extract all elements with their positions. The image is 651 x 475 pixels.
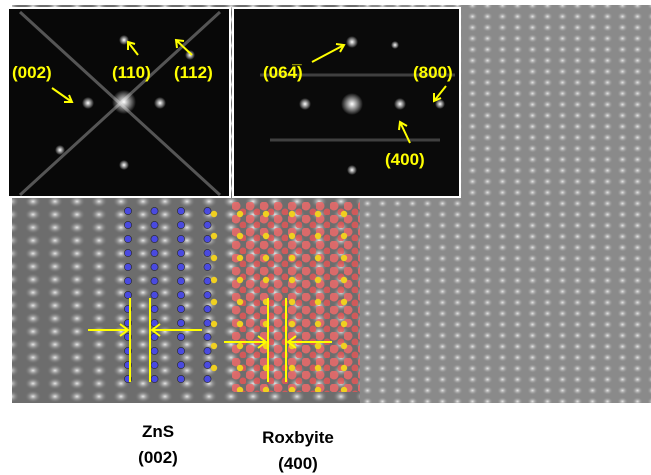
fft-label: (800) (413, 63, 453, 82)
caption: ZnS (142, 422, 174, 441)
fft-label: (112) (174, 63, 213, 82)
caption: Roxbyite (262, 428, 334, 447)
fft-label: (400) (385, 150, 425, 169)
caption: (002) (138, 448, 178, 467)
caption: (400) (278, 454, 318, 473)
fft-inset-right: (064̅) (800) (400) (233, 8, 460, 197)
fft-label: (064̅) (263, 63, 303, 82)
fft-inset-left: (002) (110) (112) (8, 8, 230, 197)
fft-label: (110) (112, 63, 151, 82)
fft-label: (002) (12, 63, 52, 82)
figure: (002) (110) (112) (064̅) (800) (400) ZnS (0, 0, 651, 475)
